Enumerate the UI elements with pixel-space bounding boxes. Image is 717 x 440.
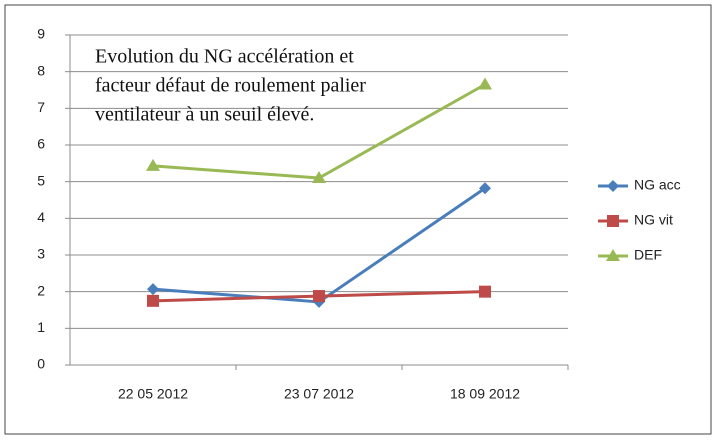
y-tick-label: 5 — [37, 172, 45, 188]
x-tick-label: 23 07 2012 — [284, 386, 354, 402]
y-tick-label: 2 — [37, 282, 45, 298]
y-tick-label: 7 — [37, 99, 45, 115]
annotation: Evolution du NG accélération et — [95, 46, 354, 68]
marker — [147, 283, 159, 296]
marker — [479, 182, 491, 195]
y-tick-label: 3 — [37, 246, 45, 262]
marker — [479, 285, 491, 298]
x-tick-label: 22 05 2012 — [118, 386, 188, 402]
y-tick-label: 6 — [37, 136, 45, 152]
y-tick-label: 0 — [37, 356, 45, 372]
marker — [146, 158, 160, 171]
y-tick-label: 8 — [37, 62, 45, 78]
marker — [313, 290, 325, 303]
legend-marker — [606, 249, 620, 261]
legend-marker — [607, 180, 619, 192]
x-tick-label: 18 09 2012 — [450, 386, 520, 402]
y-tick-label: 4 — [37, 209, 45, 225]
marker — [312, 171, 326, 183]
chart-frame — [4, 4, 712, 435]
y-tick-label: 1 — [37, 319, 45, 335]
marker — [147, 294, 159, 307]
legend-label: NG vit — [634, 212, 673, 228]
marker — [478, 77, 492, 90]
y-tick-label: 9 — [37, 26, 45, 42]
annotation: facteur défaut de roulement palier — [95, 75, 366, 97]
legend-marker — [607, 215, 619, 227]
annotation: ventilateur à un seuil élevé. — [95, 104, 314, 126]
legend-label: DEF — [634, 247, 662, 263]
legend-label: NG acc — [634, 177, 681, 193]
